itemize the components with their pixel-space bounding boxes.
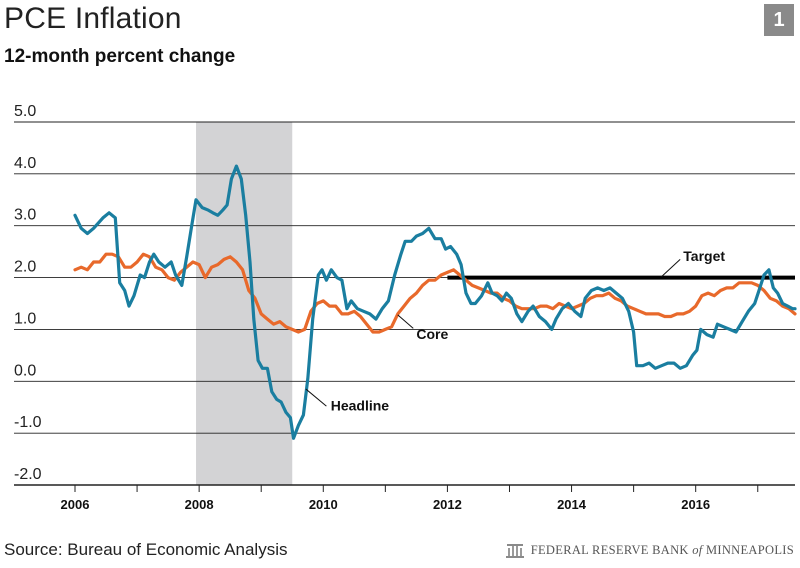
y-tick-label: -1.0 — [14, 414, 42, 431]
publisher-city: MINNEAPOLIS — [705, 542, 794, 557]
chart-subtitle: 12-month percent change — [4, 46, 236, 67]
y-tick-label: 2.0 — [14, 259, 36, 276]
y-tick-label: -2.0 — [14, 466, 42, 483]
publisher-of: of — [692, 542, 703, 557]
x-tick-label: 2014 — [557, 497, 587, 512]
target-leader-line — [661, 259, 681, 277]
federal-reserve-building-icon — [505, 544, 524, 558]
x-tick-label: 2006 — [61, 497, 90, 512]
core-leader-line — [397, 314, 414, 329]
headline-leader-line — [305, 388, 327, 407]
y-tick-label: 4.0 — [14, 155, 36, 172]
chart-title: PCE Inflation — [4, 2, 182, 35]
y-tick-label: 3.0 — [14, 207, 36, 224]
headline-annotation: Headline — [331, 397, 390, 413]
target-annotation: Target — [683, 248, 725, 264]
publisher-logo: FEDERAL RESERVE BANK of MINNEAPOLIS — [505, 541, 794, 559]
figure-number-badge: 1 — [764, 4, 794, 36]
publisher-name: FEDERAL RESERVE BANK — [530, 542, 689, 557]
source-note: Source: Bureau of Economic Analysis — [4, 540, 288, 559]
x-tick-label: 2016 — [681, 497, 710, 512]
y-tick-label: 1.0 — [14, 310, 36, 327]
y-tick-label: 5.0 — [14, 103, 36, 120]
x-tick-label: 2010 — [309, 497, 338, 512]
x-tick-label: 2012 — [433, 497, 462, 512]
y-tick-label: 0.0 — [14, 362, 36, 379]
headline-series-line — [73, 164, 797, 440]
recession-shade-0 — [196, 122, 293, 485]
core-annotation: Core — [416, 326, 448, 342]
x-tick-label: 2008 — [185, 497, 214, 512]
core-series-line — [73, 252, 797, 334]
